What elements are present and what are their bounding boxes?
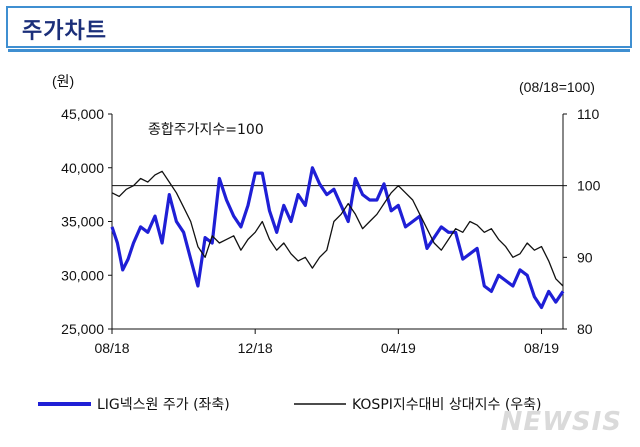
- left-tick-label: 25,000: [61, 321, 104, 337]
- right-tick-label: 100: [577, 178, 601, 194]
- x-tick-label: 04/19: [381, 340, 416, 356]
- left-axis-unit: (원): [52, 73, 74, 89]
- legend-label-lig: LIG넥스원 주가 (좌축): [97, 397, 230, 413]
- legend-label-kospi: KOSPI지수대비 상대지수 (우축): [352, 397, 542, 413]
- tick-layer: 45,000 40,000 35,000 30,000 25,000 110 100 90 80…: [61, 106, 600, 356]
- annotation-kospi-100: 종합주가지수=100: [148, 122, 264, 138]
- right-tick-label: 80: [577, 321, 593, 337]
- right-tick-label: 110: [577, 106, 600, 122]
- left-tick-label: 30,000: [61, 267, 104, 283]
- series-layer: [110, 166, 565, 310]
- right-tick-label: 90: [577, 249, 593, 265]
- x-tick-label: 12/18: [238, 340, 273, 356]
- series-line-kospi-relative: [111, 170, 564, 287]
- chart-title: 주가차트: [22, 19, 107, 44]
- plot-frame: [111, 114, 564, 330]
- watermark-logo: NEWSIS: [500, 407, 622, 437]
- left-tick-label: 40,000: [61, 160, 104, 176]
- right-axis-unit: (08/18=100): [519, 79, 595, 95]
- title-box: 주가차트: [6, 6, 632, 52]
- left-tick-label: 35,000: [61, 214, 104, 230]
- series-line-lig-nex1: [110, 166, 565, 310]
- left-tick-label: 45,000: [61, 106, 104, 122]
- x-tick-label: 08/18: [94, 340, 129, 356]
- x-tick-label: 08/19: [524, 340, 559, 356]
- legend: LIG넥스원 주가 (좌축) KOSPI지수대비 상대지수 (우축): [38, 397, 542, 413]
- title-underline: [8, 49, 630, 52]
